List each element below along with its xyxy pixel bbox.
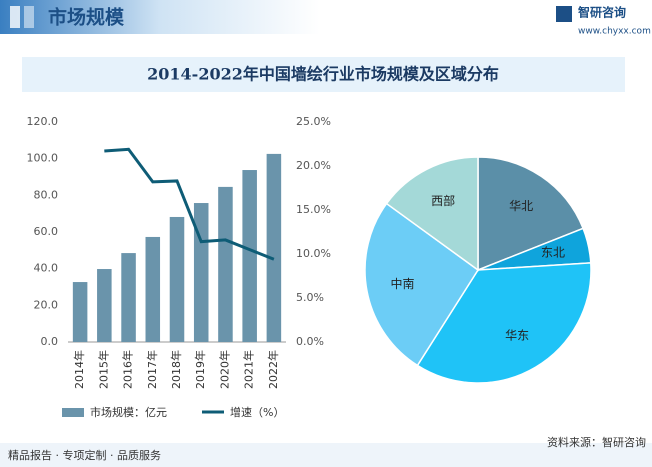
- y2-tick-label: 0.0%: [296, 335, 324, 348]
- line: [104, 147, 275, 261]
- header-band: [0, 0, 320, 34]
- y2-tick-label: 5.0%: [296, 291, 324, 304]
- pie-slice: [385, 156, 479, 272]
- y2-tick-label: 20.0%: [296, 159, 331, 172]
- y2-tick-label: 15.0%: [296, 203, 331, 216]
- pie-slice: [416, 262, 592, 384]
- pie-slice: [477, 156, 585, 272]
- y-tick-label: 20.0: [34, 298, 59, 311]
- footer-left: 精品报告 · 专项定制 · 品质服务: [8, 448, 161, 462]
- y-tick-label: 60.0: [34, 225, 59, 238]
- bar: [193, 203, 209, 342]
- bar: [97, 269, 112, 342]
- legend-swatch: [62, 408, 84, 417]
- chart-title: 2014-2022年中国墙绘行业市场规模及区域分布: [147, 65, 499, 84]
- footer-band: [0, 443, 652, 467]
- y-tick-label: 40.0: [34, 262, 59, 275]
- bar: [169, 216, 185, 342]
- legend-label: 市场规模：亿元: [90, 405, 167, 419]
- y-tick-label: 120.0: [27, 115, 59, 128]
- pie-label: 东北: [541, 246, 565, 260]
- pie-label: 华东: [505, 329, 529, 343]
- brand-logo: [556, 6, 572, 22]
- x-tick-label: 2017年: [145, 350, 159, 389]
- brand: 智研咨询: [577, 5, 626, 20]
- legend-label: 增速（%）: [230, 405, 284, 419]
- y-tick-label: 100.0: [27, 152, 59, 165]
- y2-tick-label: 10.0%: [296, 247, 331, 260]
- pie-label: 华北: [509, 199, 533, 213]
- x-tick-label: 2015年: [96, 350, 110, 389]
- x-tick-label: 2014年: [72, 350, 86, 389]
- source: 资料来源：智研咨询: [547, 435, 646, 449]
- pie-label: 中南: [391, 276, 415, 291]
- brand-url: www.chyxx.com: [578, 27, 651, 37]
- y-tick-label: 80.0: [34, 188, 59, 201]
- x-tick-label: 2016年: [121, 350, 135, 389]
- section-title: 市场规模: [48, 6, 125, 29]
- header-icon: [10, 6, 20, 28]
- bar: [121, 253, 136, 342]
- y2-tick-label: 25.0%: [296, 115, 331, 128]
- pie-label: 西部: [431, 193, 455, 208]
- bar: [266, 153, 282, 342]
- bar: [218, 186, 233, 342]
- x-tick-label: 2020年: [217, 350, 231, 389]
- x-tick-label: 2018年: [169, 350, 183, 389]
- bar: [145, 236, 161, 342]
- y-tick-label: 0.0: [41, 335, 59, 348]
- bar: [72, 282, 88, 342]
- bar: [242, 170, 257, 342]
- x-tick-label: 2019年: [193, 350, 207, 389]
- x-tick-label: 2021年: [242, 350, 256, 389]
- x-tick-label: 2022年: [266, 350, 280, 389]
- pie-slice: [364, 202, 480, 367]
- title-box: [22, 57, 625, 92]
- header-icon: [24, 6, 34, 28]
